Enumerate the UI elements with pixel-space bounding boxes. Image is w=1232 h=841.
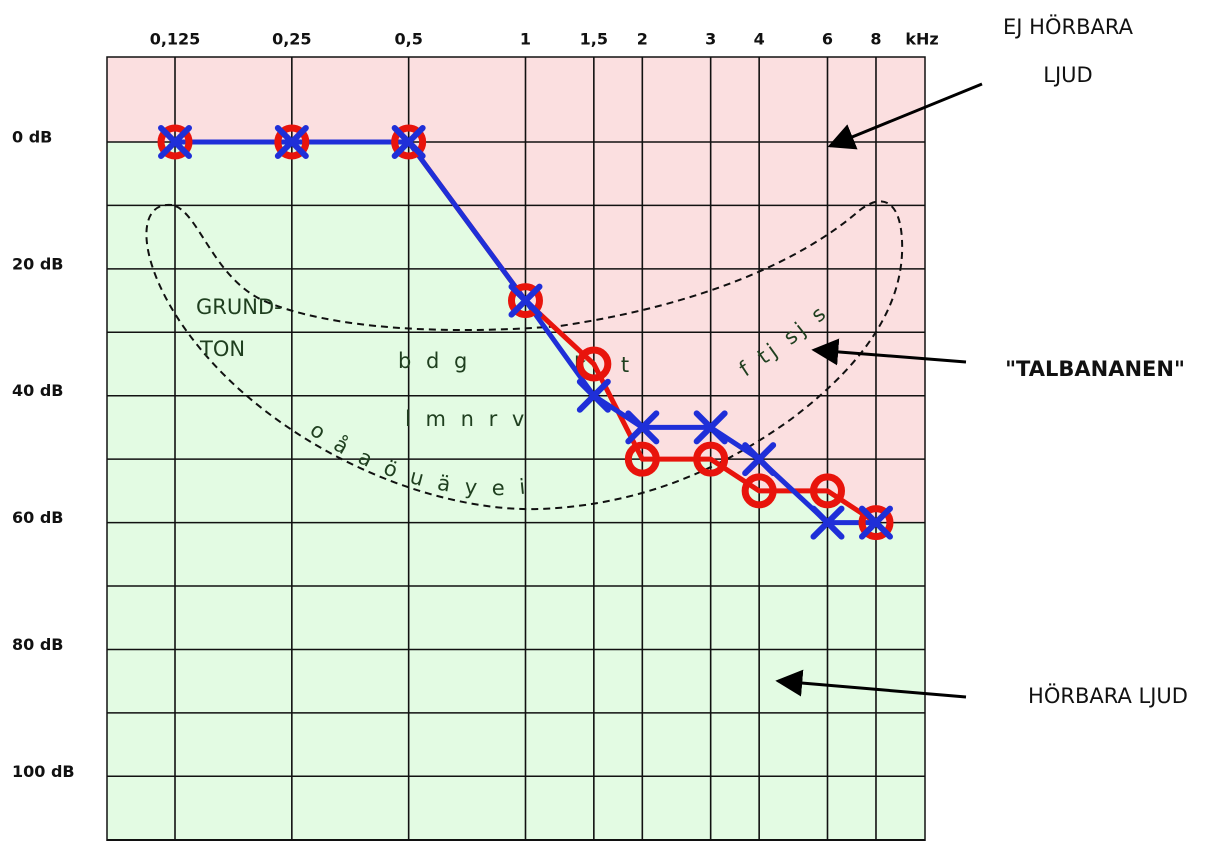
speech-sound: GRUND-	[196, 295, 282, 319]
marker-o	[391, 124, 427, 160]
marker-x	[576, 378, 611, 413]
marker-o	[624, 441, 660, 477]
speech-sound: TON	[199, 337, 245, 361]
speech-banana	[145, 200, 904, 511]
x-tick-label: 0,25	[272, 30, 311, 49]
y-tick-label: 0 dB	[12, 127, 52, 146]
annotation: HÖRBARA LJUD	[1028, 683, 1188, 708]
marker-x	[274, 124, 309, 159]
x-tick-label: 1	[520, 30, 531, 49]
y-tick-label: 20 dB	[12, 254, 63, 273]
x-tick-label: 6	[822, 30, 833, 49]
speech-sound: l m n r v	[405, 407, 528, 431]
annotation: LJUD	[1043, 63, 1092, 87]
arrow	[811, 338, 967, 366]
marker-x	[742, 442, 777, 477]
annotation: EJ HÖRBARA	[1003, 14, 1134, 39]
marker-x	[158, 124, 193, 159]
marker-o	[858, 505, 894, 541]
arrow	[827, 82, 983, 150]
marker-x	[625, 410, 660, 445]
marker-x	[693, 410, 728, 445]
x-axis-label: kHz	[905, 30, 938, 49]
marker-x	[508, 283, 543, 318]
marker-x	[391, 124, 426, 159]
marker-o	[741, 473, 777, 509]
y-tick-label: 40 dB	[12, 381, 63, 400]
x-tick-label: 4	[754, 30, 765, 49]
annotation: "TALBANANEN"	[1005, 357, 1185, 381]
marker-x	[858, 505, 893, 540]
x-tick-label: 0,5	[394, 30, 422, 49]
inaudible-region	[107, 57, 925, 523]
x-tick-label: 2	[637, 30, 648, 49]
x-tick-label: 8	[870, 30, 881, 49]
y-tick-label: 80 dB	[12, 635, 63, 654]
marker-o	[809, 473, 845, 509]
x-tick-label: 1,5	[580, 30, 608, 49]
y-tick-label: 100 dB	[12, 762, 75, 781]
marker-o	[507, 283, 543, 319]
marker-o	[274, 124, 310, 160]
marker-x	[810, 505, 845, 540]
marker-o	[693, 441, 729, 477]
plot-frame	[106, 56, 926, 841]
speech-sound: b d g	[398, 349, 471, 373]
arrow	[775, 669, 967, 699]
y-tick-label: 60 dB	[12, 508, 63, 527]
x-tick-label: 3	[705, 30, 716, 49]
marker-o	[157, 124, 193, 160]
marker-o	[576, 346, 612, 382]
x-tick-label: 0,125	[150, 30, 201, 49]
series-line	[175, 139, 876, 526]
